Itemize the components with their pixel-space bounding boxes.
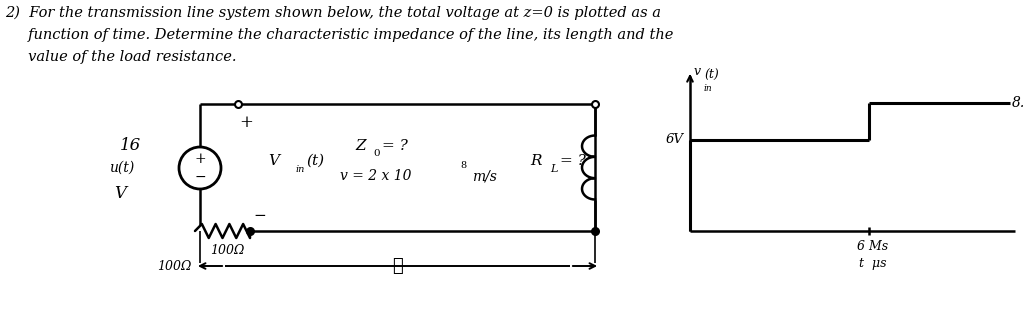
Text: 16: 16 <box>120 137 140 155</box>
Text: u(t): u(t) <box>110 161 134 175</box>
Text: −: − <box>195 170 206 184</box>
Text: function of time. Determine the characteristic impedance of the line, its length: function of time. Determine the characte… <box>5 28 674 42</box>
Text: L: L <box>550 164 557 174</box>
Text: v = 2 x 10: v = 2 x 10 <box>340 169 412 183</box>
Text: = ?: = ? <box>382 139 408 153</box>
Text: 100Ω: 100Ω <box>210 245 245 257</box>
Text: 2)  For the transmission line system shown below, the total voltage at z=0 is pl: 2) For the transmission line system show… <box>5 6 662 20</box>
Text: (t): (t) <box>705 69 719 82</box>
Text: v: v <box>694 65 701 78</box>
Text: t  μs: t μs <box>859 256 887 269</box>
Text: 100Ω: 100Ω <box>158 259 193 272</box>
Text: 8.5V: 8.5V <box>1012 96 1024 111</box>
Text: +: + <box>195 152 206 166</box>
Text: = ?: = ? <box>560 154 586 168</box>
Text: in: in <box>705 84 713 93</box>
Text: 6V: 6V <box>666 133 684 146</box>
Text: (t): (t) <box>306 154 325 168</box>
Text: ℓ: ℓ <box>392 257 402 275</box>
Text: V: V <box>268 154 279 168</box>
Text: Z: Z <box>355 139 366 153</box>
Text: 8: 8 <box>460 162 466 170</box>
Text: V: V <box>114 185 126 203</box>
Text: value of the load resistance.: value of the load resistance. <box>5 50 237 64</box>
Text: m/s: m/s <box>472 169 497 183</box>
Text: 0: 0 <box>373 150 380 159</box>
Text: 6 Ms: 6 Ms <box>857 240 888 252</box>
Text: R: R <box>530 154 542 168</box>
Text: −: − <box>254 209 266 223</box>
Text: +: + <box>239 114 253 130</box>
Text: in: in <box>295 165 304 173</box>
